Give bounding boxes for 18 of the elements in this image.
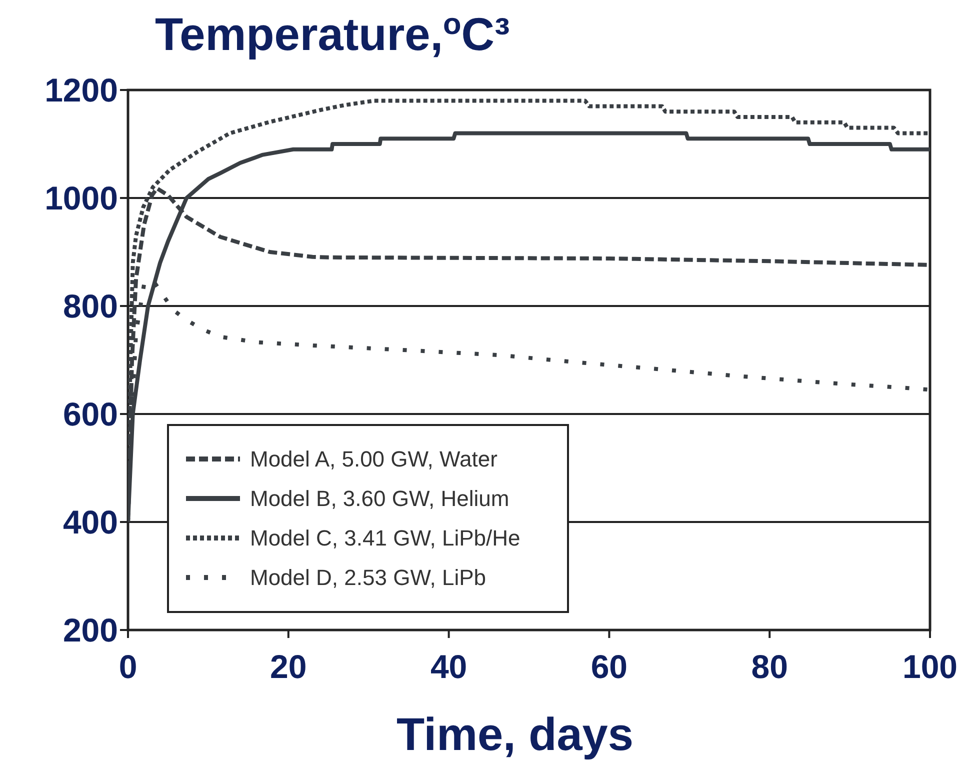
- legend-label: Model B, 3.60 GW, Helium: [250, 486, 510, 512]
- y-tick-label: 800: [62, 288, 118, 325]
- y-tick-label: 600: [62, 396, 118, 433]
- legend-label: Model D, 2.53 GW, LiPb: [250, 565, 486, 590]
- y-tick-label: 1000: [44, 180, 118, 217]
- y-tick-label: 400: [62, 504, 118, 541]
- y-tick-label: 200: [62, 612, 118, 649]
- x-tick-label: 40: [430, 648, 468, 685]
- chart-title: Temperature,$^{o}$C³: [155, 8, 510, 60]
- x-tick-label: 60: [590, 648, 628, 685]
- x-tick-label: 20: [270, 648, 307, 685]
- legend-label: Model C, 3.41 GW, LiPb/He: [250, 526, 520, 551]
- y-tick-label: 1200: [44, 72, 118, 109]
- x-tick-label: 100: [902, 648, 958, 685]
- x-tick-label: 80: [751, 648, 788, 685]
- x-axis-title: Time, days: [396, 708, 634, 760]
- legend-label: Model A, 5.00 GW, Water: [250, 446, 498, 472]
- x-tick-label: 0: [118, 648, 138, 685]
